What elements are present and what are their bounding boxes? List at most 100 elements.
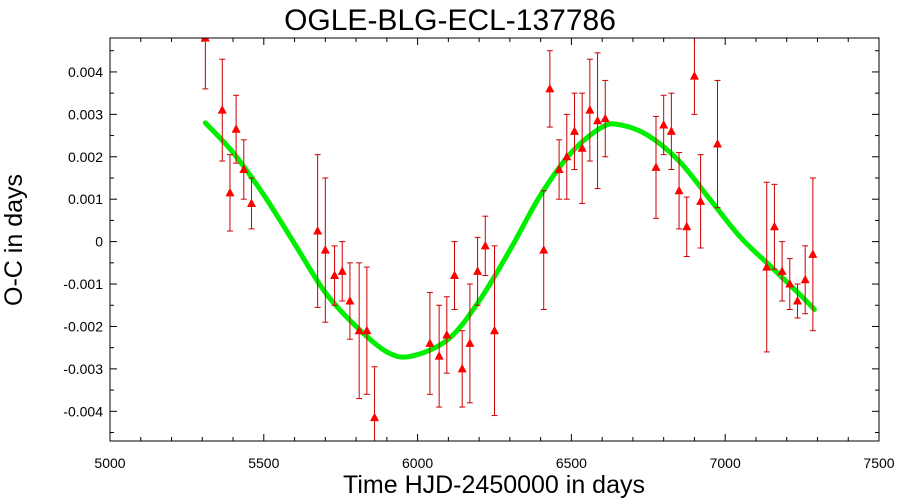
data-points-layer: [200, 38, 818, 441]
triangle-marker: [713, 139, 723, 148]
y-tick-label: -0.001: [63, 276, 103, 292]
triangle-marker: [682, 221, 692, 231]
data-point: [239, 139, 249, 200]
triangle-marker: [651, 162, 661, 171]
triangle-marker: [239, 164, 249, 174]
data-point: [539, 190, 549, 310]
data-point: [480, 215, 490, 277]
triangle-marker: [465, 338, 475, 347]
data-point: [465, 283, 475, 404]
data-point: [713, 79, 723, 209]
triangle-marker: [562, 151, 572, 161]
data-point: [434, 304, 444, 408]
data-point: [225, 154, 235, 232]
data-point: [785, 258, 795, 310]
data-point: [231, 94, 241, 164]
triangle-marker: [539, 245, 549, 254]
triangle-marker: [442, 329, 452, 339]
data-point: [689, 38, 699, 115]
data-point: [345, 262, 355, 340]
plot-frame: [109, 37, 880, 442]
triangle-marker: [434, 351, 444, 360]
triangle-marker: [800, 274, 810, 284]
data-point: [593, 52, 603, 190]
triangle-marker: [320, 245, 330, 254]
triangle-marker: [490, 325, 499, 335]
triangle-marker: [225, 187, 235, 197]
data-point: [600, 79, 610, 158]
data-point: [545, 50, 555, 128]
data-point: [490, 245, 499, 417]
data-point: [769, 183, 779, 270]
triangle-marker: [425, 338, 435, 347]
triangle-marker: [600, 113, 610, 123]
data-point: [554, 139, 564, 200]
x-axis: 5000 5500 6000 6500 7000 7500: [94, 38, 895, 471]
triangle-marker: [337, 266, 347, 275]
triangle-marker: [577, 143, 587, 152]
y-tick-label: -0.003: [63, 361, 103, 377]
data-point: [450, 241, 460, 310]
triangle-marker: [370, 412, 380, 422]
data-point: [362, 266, 372, 395]
data-point: [246, 177, 256, 230]
triangle-marker: [362, 325, 372, 335]
triangle-marker: [354, 325, 364, 335]
triangle-marker: [666, 126, 676, 135]
triangle-marker: [674, 185, 684, 195]
triangle-marker: [246, 198, 256, 207]
triangle-marker: [659, 119, 669, 129]
x-tick-label: 7500: [863, 455, 894, 471]
data-point: [792, 283, 802, 319]
data-point: [330, 245, 340, 306]
x-tick-label: 6000: [402, 455, 433, 471]
y-tick-label: 0.004: [68, 64, 103, 80]
triangle-marker: [808, 249, 818, 258]
triangle-marker: [762, 262, 772, 271]
data-point: [777, 241, 787, 302]
data-point: [457, 330, 467, 408]
data-point: [425, 292, 435, 395]
data-point: [674, 152, 684, 230]
triangle-marker: [217, 105, 227, 114]
data-point: [800, 245, 810, 315]
data-point: [666, 92, 676, 171]
data-point: [473, 236, 483, 306]
triangle-marker: [792, 296, 802, 305]
triangle-marker: [554, 164, 564, 174]
data-point: [313, 154, 323, 308]
y-tick-label: 0.002: [68, 149, 103, 165]
data-point: [585, 58, 595, 162]
triangle-marker: [593, 115, 603, 125]
data-point: [562, 113, 572, 200]
data-point: [569, 92, 579, 171]
data-point: [337, 241, 347, 302]
triangle-marker: [457, 363, 467, 373]
data-point: [320, 177, 330, 323]
x-tick-label: 7000: [710, 455, 741, 471]
triangle-marker: [480, 240, 490, 250]
data-point: [659, 94, 669, 156]
x-tick-label: 5500: [248, 455, 279, 471]
x-tick-label: 6500: [556, 455, 587, 471]
data-point: [762, 181, 772, 353]
triangle-marker: [769, 221, 779, 231]
triangle-marker: [777, 266, 787, 275]
x-tick-label: 5000: [94, 455, 125, 471]
y-tick-label: -0.002: [63, 318, 103, 334]
data-point: [577, 92, 587, 204]
triangle-marker: [696, 196, 706, 205]
y-axis-label: O-C in days: [0, 174, 28, 306]
fit-curve: [202, 120, 817, 360]
data-point: [808, 177, 818, 332]
data-point: [370, 366, 380, 441]
data-point: [442, 296, 452, 374]
triangle-marker: [200, 38, 210, 42]
fit-curve-layer: [202, 120, 817, 360]
triangle-marker: [689, 71, 699, 80]
triangle-marker: [450, 270, 460, 280]
data-point: [696, 154, 706, 249]
y-axis: 0.004 0.003 0.002 0.001 0 -0.001 -0.002 -0.003 -…: [63, 50, 879, 434]
